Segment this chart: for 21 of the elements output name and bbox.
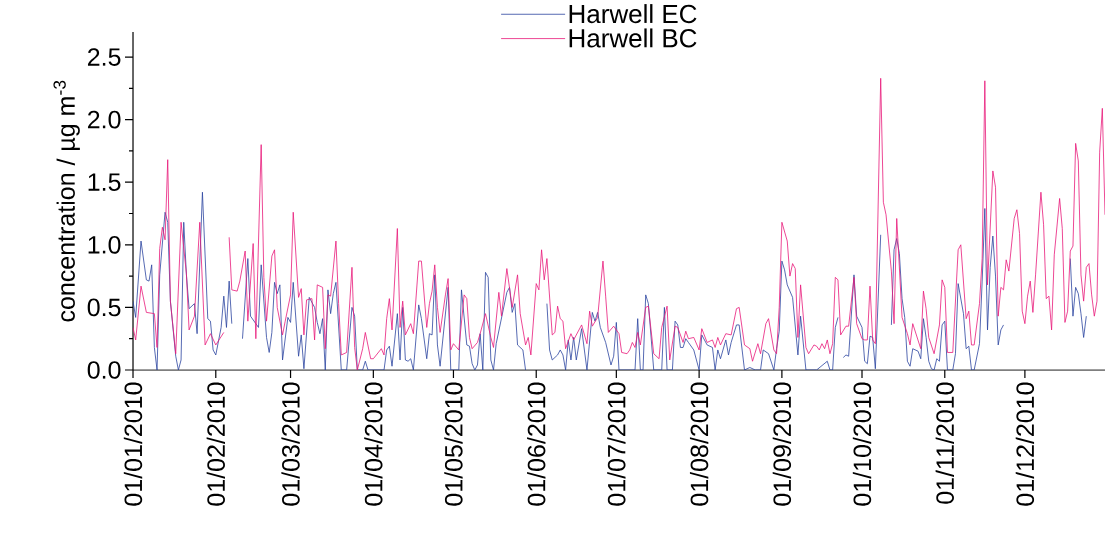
x-tick-label: 01/02/2010 bbox=[206, 382, 225, 506]
y-tick-label: 2.5 bbox=[87, 48, 121, 66]
x-tick-label: 01/08/2010 bbox=[689, 382, 709, 506]
x-tick-label: 01/01/2010 bbox=[123, 382, 143, 506]
x-tick-label: 01/10/2010 bbox=[852, 382, 872, 506]
x-tick-label: 01/07/2010 bbox=[607, 382, 626, 506]
x-tick-label: 01/03/2010 bbox=[281, 382, 300, 506]
y-tick-label: 1.0 bbox=[88, 235, 121, 254]
x-tick-label: 01/05/2010 bbox=[444, 382, 463, 506]
legend-label: Harwell BC bbox=[569, 28, 697, 48]
x-tick-label: 01/12/2010 bbox=[1015, 382, 1035, 506]
y-axis-title: concentration / µg m$^{-3}$ bbox=[53, 80, 80, 322]
x-tick-label: 01/09/2010 bbox=[772, 382, 792, 506]
y-tick-label: 0.0 bbox=[87, 361, 121, 379]
y-tick-label: 2.0 bbox=[87, 110, 121, 129]
x-tick-label: 01/11/2010 bbox=[935, 382, 954, 504]
y-tick-label: 1.5 bbox=[88, 173, 121, 191]
x-tick-label: 01/06/2010 bbox=[527, 382, 546, 506]
x-tick-label: 01/04/2010 bbox=[364, 382, 383, 506]
legend-label: Harwell EC bbox=[569, 4, 697, 24]
y-tick-label: 0.5 bbox=[87, 298, 121, 317]
